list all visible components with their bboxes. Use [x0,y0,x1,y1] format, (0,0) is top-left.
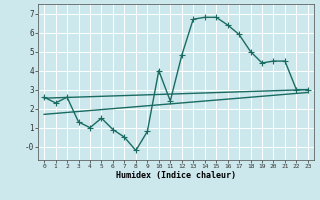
X-axis label: Humidex (Indice chaleur): Humidex (Indice chaleur) [116,171,236,180]
